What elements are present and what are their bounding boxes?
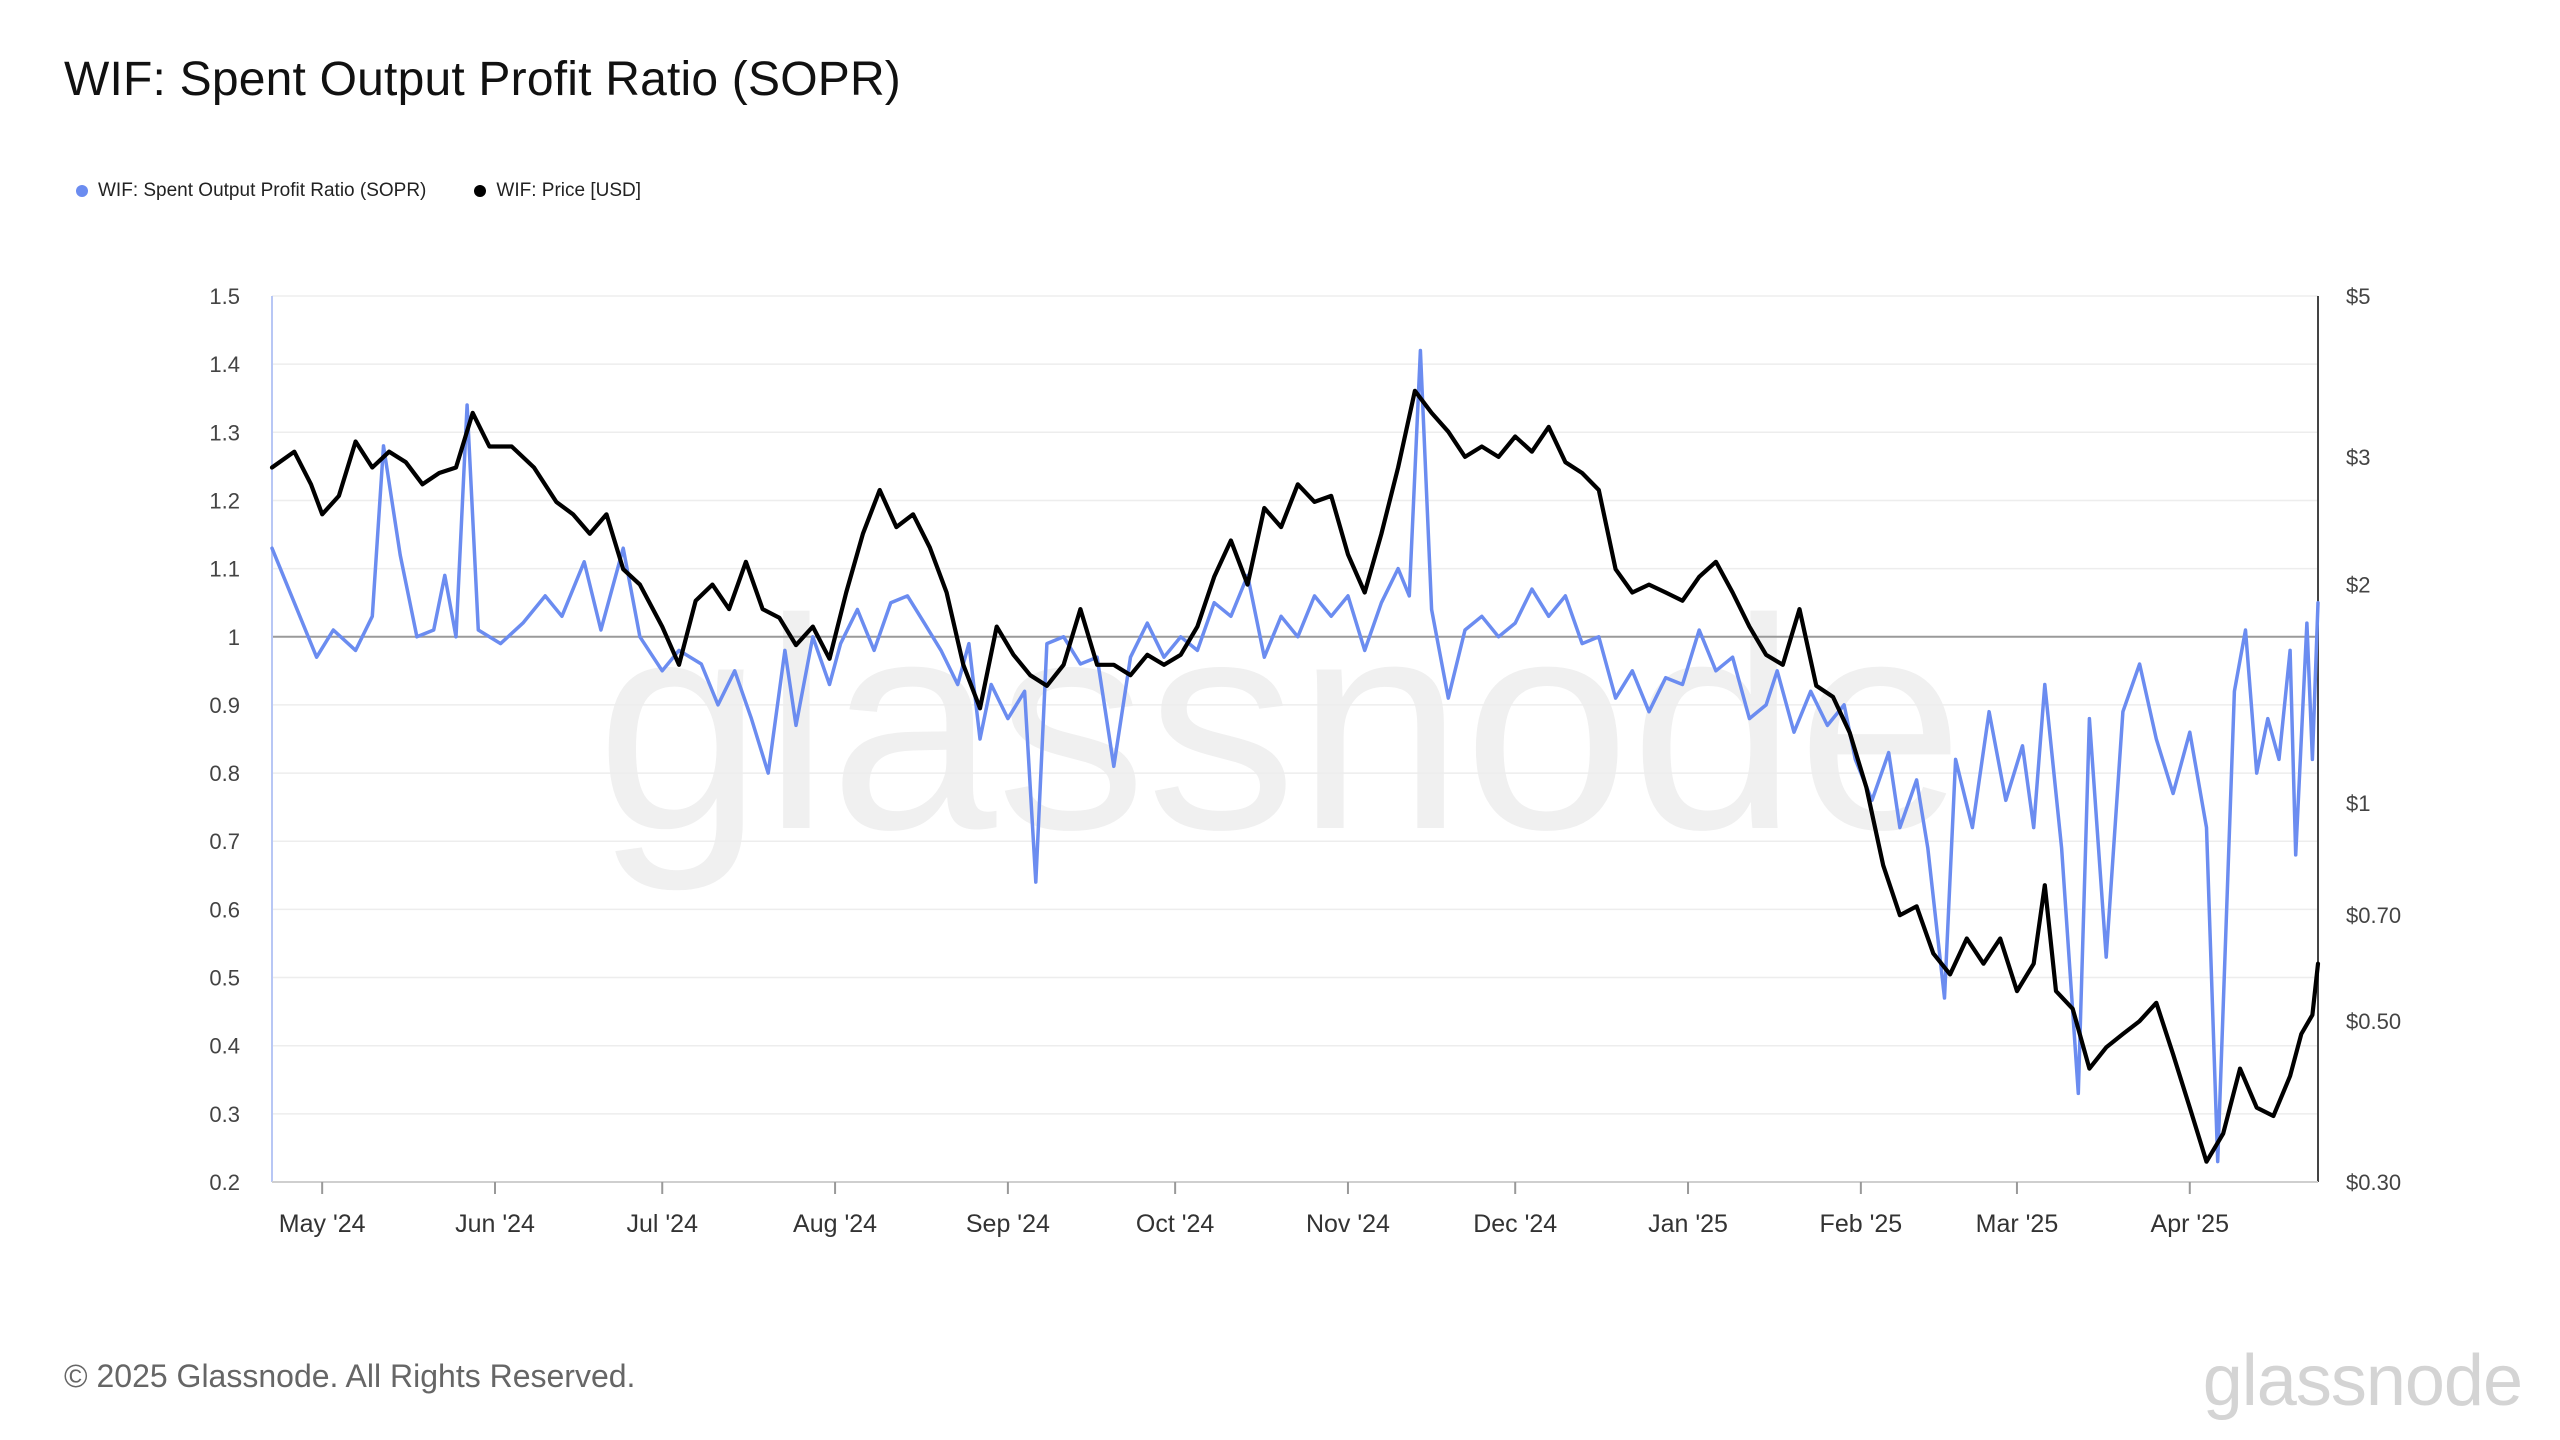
- y-left-tick-label: 1.3: [209, 420, 240, 445]
- x-tick-label: Jun '24: [455, 1210, 535, 1238]
- brand-logo: glassnode: [2202, 1341, 2523, 1421]
- y-axis-left: 1.5 1.4 1.3 1.2 1.1 1 0.9 0.8 0.7 0.6 0.5 0.4 0.3 0.2: [209, 284, 240, 1195]
- sopr-line: [270, 348, 2320, 1164]
- y-right-tick-label: $0.70: [2346, 903, 2401, 928]
- x-axis: May '24 Jun '24 Jul '24 Aug '24 Sep '24 Oct '…: [279, 1182, 2229, 1238]
- y-right-tick-label: $3: [2346, 445, 2370, 470]
- x-tick-label: Jul '24: [627, 1210, 699, 1238]
- y-left-tick-label: 0.3: [209, 1102, 240, 1127]
- y-left-tick-label: 0.8: [209, 761, 240, 786]
- x-tick-label: Oct '24: [1136, 1210, 1215, 1238]
- y-right-tick-label: $1: [2346, 791, 2370, 816]
- legend-label-sopr: WIF: Spent Output Profit Ratio (SOPR): [98, 180, 427, 201]
- x-tick-label: Aug '24: [793, 1210, 877, 1238]
- y-right-tick-label: $2: [2346, 573, 2370, 598]
- y-left-tick-label: 0.9: [209, 693, 240, 718]
- y-left-tick-label: 1: [228, 625, 240, 650]
- x-tick-label: May '24: [279, 1210, 366, 1238]
- legend-dot-sopr: [76, 185, 88, 197]
- watermark: glassnode: [596, 556, 1964, 894]
- x-tick-label: Apr '25: [2151, 1210, 2229, 1238]
- x-tick-label: Nov '24: [1306, 1210, 1390, 1238]
- chart-legend: WIF: Spent Output Profit Ratio (SOPR) WI…: [76, 180, 641, 202]
- y-left-tick-label: 1.4: [209, 352, 240, 377]
- y-left-tick-label: 0.6: [209, 897, 240, 922]
- y-left-tick-label: 0.5: [209, 966, 240, 991]
- price-line: [269, 388, 2321, 1164]
- legend-dot-price: [474, 185, 487, 197]
- legend-item-price[interactable]: WIF: Price [USD]: [474, 180, 641, 202]
- legend-label-price: WIF: Price [USD]: [496, 180, 642, 201]
- legend-item-sopr[interactable]: WIF: Spent Output Profit Ratio (SOPR): [76, 180, 426, 202]
- x-tick-label: Jan '25: [1648, 1210, 1728, 1238]
- chart-title: WIF: Spent Output Profit Ratio (SOPR): [64, 53, 901, 106]
- x-tick-label: Sep '24: [966, 1210, 1050, 1238]
- x-tick-label: Dec '24: [1473, 1210, 1557, 1238]
- y-left-tick-label: 0.4: [209, 1034, 240, 1059]
- copyright-footer: © 2025 Glassnode. All Rights Reserved.: [64, 1358, 636, 1394]
- x-tick-label: Mar '25: [1976, 1210, 2059, 1238]
- series-lines: [269, 348, 2321, 1164]
- y-left-tick-label: 1.1: [209, 557, 240, 582]
- y-right-tick-label: $0.50: [2346, 1009, 2401, 1034]
- y-left-tick-label: 1.2: [209, 488, 240, 513]
- x-tick-label: Feb '25: [1820, 1210, 1903, 1238]
- y-right-tick-label: $0.30: [2346, 1170, 2401, 1195]
- y-left-tick-label: 0.2: [209, 1170, 240, 1195]
- y-axis-right: $5 $3 $2 $1 $0.70 $0.50 $0.30: [2346, 284, 2401, 1195]
- y-left-tick-label: 1.5: [209, 284, 240, 309]
- y-right-tick-label: $5: [2346, 284, 2370, 309]
- grid-lines: [271, 295, 2319, 1183]
- y-left-tick-label: 0.7: [209, 829, 240, 854]
